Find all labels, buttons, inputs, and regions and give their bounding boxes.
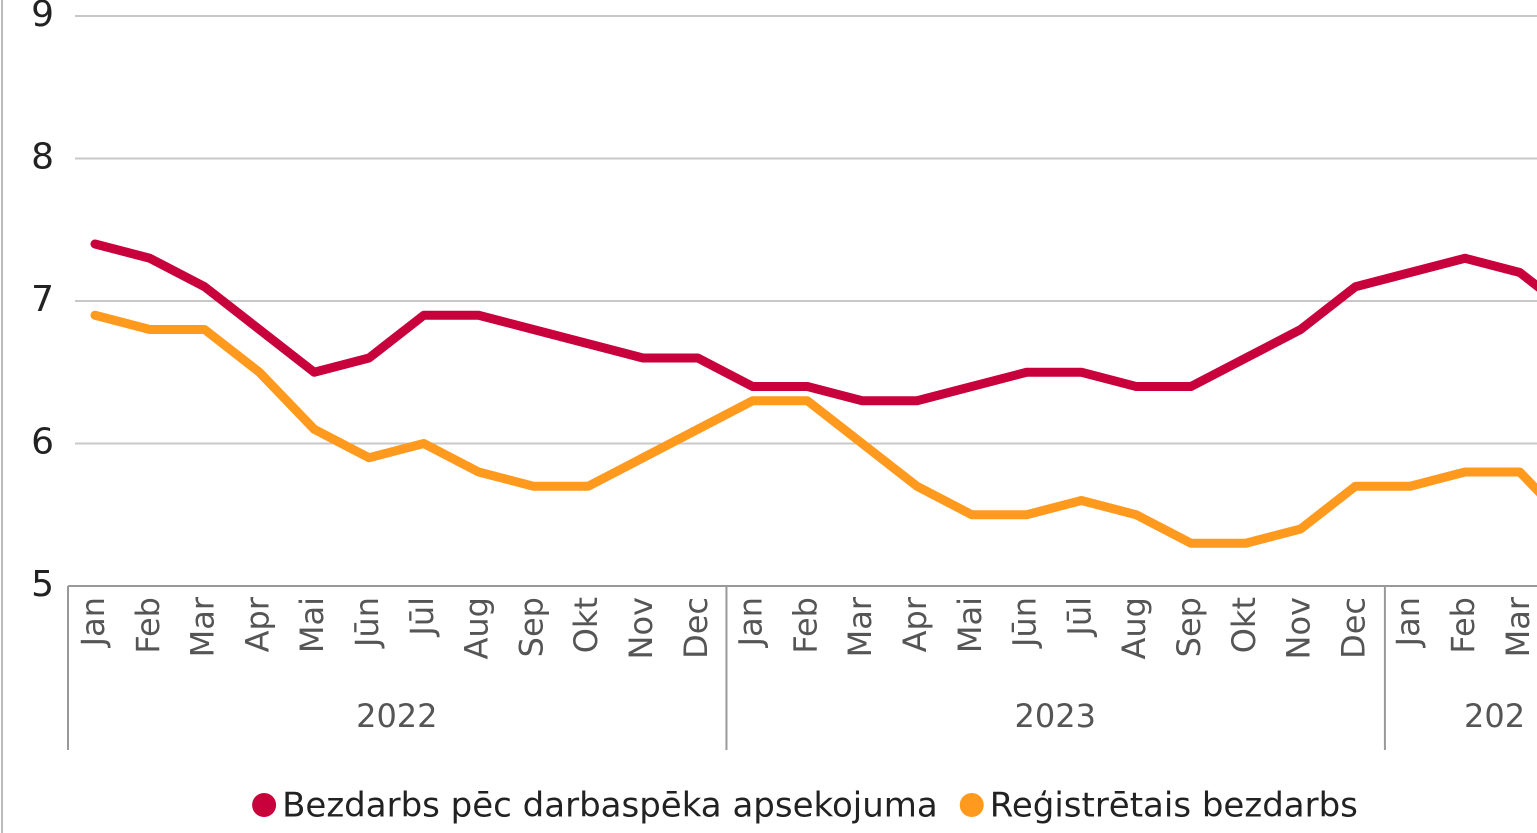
x-tick-label: Jan bbox=[74, 597, 112, 648]
year-label: 2022 bbox=[356, 697, 437, 735]
y-tick-label: 8 bbox=[31, 137, 54, 178]
series-line bbox=[90, 239, 1537, 406]
x-tick-label: Nov bbox=[1280, 597, 1318, 659]
y-tick-label: 9 bbox=[31, 0, 54, 35]
x-tick-label: Aug bbox=[458, 597, 496, 659]
x-tick-label: Okt bbox=[1225, 597, 1263, 653]
x-tick-label: Mai bbox=[951, 597, 989, 653]
x-tick-label: Jūl bbox=[1060, 597, 1098, 638]
x-tick-label: Feb bbox=[1444, 597, 1482, 654]
x-tick-label: Sep bbox=[1170, 597, 1208, 657]
year-label: 2023 bbox=[1015, 697, 1096, 735]
y-tick-label: 6 bbox=[31, 422, 54, 463]
x-tick-label: Nov bbox=[622, 597, 660, 659]
x-tick-label: Dec bbox=[677, 597, 715, 659]
legend-label: Bezdarbs pēc darbaspēka apsekojuma bbox=[282, 786, 938, 826]
x-tick-label: Mai bbox=[293, 597, 331, 653]
y-tick-label: 5 bbox=[31, 564, 54, 605]
x-tick-label: Jūl bbox=[403, 597, 441, 638]
x-tick-label: Dec bbox=[1334, 597, 1372, 659]
x-tick-label: Okt bbox=[567, 597, 605, 653]
x-tick-label: Mar bbox=[1499, 596, 1537, 657]
series-line bbox=[90, 310, 1537, 548]
x-tick-label: Jan bbox=[732, 597, 770, 648]
x-tick-label: Mar bbox=[184, 596, 222, 657]
x-tick-label: Jūn bbox=[348, 597, 386, 649]
x-tick-label: Sep bbox=[512, 597, 550, 657]
legend-marker bbox=[252, 793, 277, 817]
x-tick-label: Feb bbox=[129, 597, 167, 654]
x-tick-label: Aug bbox=[1115, 597, 1153, 659]
x-tick-label: Feb bbox=[786, 597, 824, 654]
x-tick-label: Mar bbox=[841, 596, 879, 657]
legend-label: Reģistrētais bezdarbs bbox=[990, 786, 1358, 826]
x-tick-label: Jūn bbox=[1006, 597, 1044, 649]
y-tick-label: 7 bbox=[31, 279, 54, 320]
year-label: 202 bbox=[1464, 697, 1525, 735]
legend-marker bbox=[959, 793, 984, 817]
x-tick-label: Apr bbox=[238, 596, 276, 652]
x-tick-label: Jan bbox=[1389, 597, 1427, 648]
x-tick-label: Apr bbox=[896, 596, 934, 652]
